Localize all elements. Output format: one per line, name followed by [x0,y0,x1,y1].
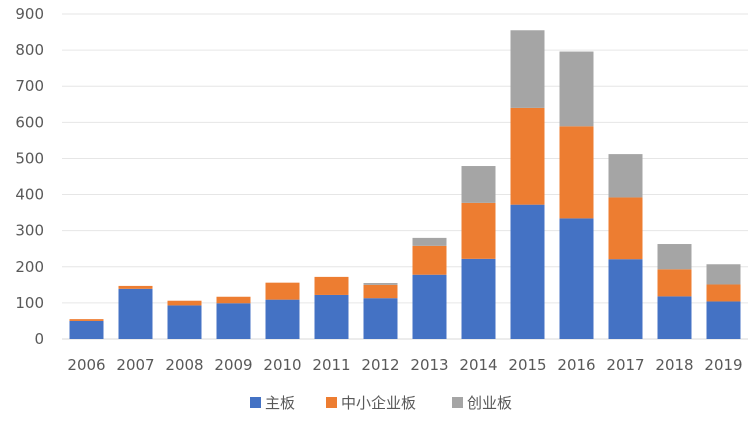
bar-0-2010 [265,299,300,339]
bar-0-2011 [314,294,349,339]
bar-2-2019 [706,264,741,285]
bar-1-2014 [461,202,496,259]
legend-swatch [452,397,463,408]
bar-0-2007 [118,288,153,339]
x-tick-label: 2006 [67,356,105,374]
bar-0-2015 [510,204,545,339]
bar-2-2014 [461,166,496,203]
x-tick-label: 2015 [508,356,546,374]
bar-1-2007 [118,285,153,289]
bar-0-2019 [706,301,741,339]
bar-0-2009 [216,303,251,339]
bar-1-2013 [412,245,447,275]
y-tick-label: 300 [15,222,44,240]
x-tick-label: 2014 [459,356,497,374]
bar-1-2016 [559,126,594,219]
x-tick-label: 2017 [606,356,644,374]
bar-0-2006 [69,320,104,339]
y-tick-label: 700 [15,77,44,95]
legend-swatch [250,397,261,408]
bar-1-2011 [314,276,349,295]
bar-1-2010 [265,282,300,300]
x-tick-label: 2018 [655,356,693,374]
x-tick-label: 2008 [165,356,203,374]
x-tick-label: 2012 [361,356,399,374]
bar-0-2013 [412,274,447,339]
y-tick-label: 200 [15,258,44,276]
gridlines [62,13,748,340]
bar-0-2012 [363,298,398,339]
legend-label: 中小企业板 [341,394,416,412]
bar-0-2017 [608,259,643,339]
bar-2-2017 [608,154,643,198]
bar-0-2016 [559,218,594,339]
bar-1-2015 [510,107,545,205]
bar-0-2014 [461,258,496,339]
legend-swatch [326,397,337,408]
bar-1-2019 [706,284,741,302]
y-tick-label: 800 [15,41,44,59]
y-tick-label: 500 [15,149,44,167]
bar-1-2018 [657,269,692,297]
legend: 主板 中小企业板 创业板 [250,394,512,412]
bar-2-2016 [559,51,594,127]
x-tick-label: 2016 [557,356,595,374]
bar-2-2013 [412,237,447,246]
x-tick-label: 2010 [263,356,301,374]
bar-1-2012 [363,284,398,299]
x-tick-label: 2019 [704,356,742,374]
x-tick-label: 2013 [410,356,448,374]
y-tick-label: 400 [15,186,44,204]
bar-2-2018 [657,244,692,270]
bars [69,30,741,339]
bar-2-2015 [510,30,545,108]
y-tick-label: 600 [15,113,44,131]
x-axis-ticks: 2006 2007 2008 2009 2010 2011 2012 2013 2014 2015… [67,356,742,374]
x-tick-label: 2009 [214,356,252,374]
y-tick-label: 900 [15,5,44,23]
y-tick-label: 100 [15,294,44,312]
bar-1-2006 [69,319,104,321]
bar-2-2012 [363,283,398,285]
y-axis-ticks: 0 100 200 300 400 500 600 700 800 900 [15,5,44,348]
bar-1-2009 [216,296,251,304]
x-tick-label: 2011 [312,356,350,374]
y-tick-label: 0 [34,330,44,348]
bar-0-2008 [167,305,202,339]
legend-label: 主板 [265,394,295,412]
legend-label: 创业板 [467,394,512,412]
bar-0-2018 [657,296,692,339]
bar-1-2008 [167,300,202,306]
x-tick-label: 2007 [116,356,154,374]
bar-1-2017 [608,197,643,260]
